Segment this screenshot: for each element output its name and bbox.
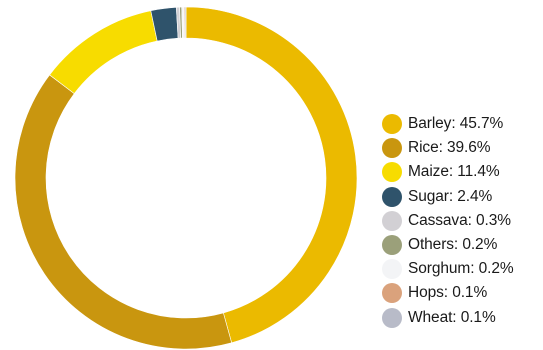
legend-item-sorghum[interactable]: Sorghum: 0.2% [382, 257, 542, 281]
donut-plot [14, 6, 358, 350]
legend-item-cassava[interactable]: Cassava: 0.3% [382, 209, 542, 233]
legend-label-others: Others: 0.2% [408, 236, 498, 254]
legend-label-sugar: Sugar: 2.4% [408, 187, 493, 205]
slice-maize[interactable] [49, 10, 158, 95]
legend-swatch-sugar [382, 186, 402, 207]
legend-label-barley: Barley: 45.7% [408, 115, 504, 133]
legend-swatch-hops [382, 283, 402, 304]
legend-swatch-sorghum [382, 259, 402, 280]
legend-item-sugar[interactable]: Sugar: 2.4% [382, 185, 542, 209]
legend-label-maize: Maize: 11.4% [408, 163, 500, 181]
legend-item-rice[interactable]: Rice: 39.6% [382, 136, 542, 160]
legend-label-rice: Rice: 39.6% [408, 139, 491, 157]
legend-swatch-others [382, 235, 402, 256]
legend-item-hops[interactable]: Hops: 0.1% [382, 281, 542, 305]
legend-label-cassava: Cassava: 0.3% [408, 211, 511, 229]
legend-swatch-barley [382, 114, 402, 135]
slice-barley[interactable] [185, 6, 358, 344]
legend-item-wheat[interactable]: Wheat: 0.1% [382, 306, 542, 330]
legend-item-others[interactable]: Others: 0.2% [382, 233, 542, 257]
legend-label-sorghum: Sorghum: 0.2% [408, 260, 514, 278]
legend-item-maize[interactable]: Maize: 11.4% [382, 160, 542, 184]
legend-item-barley[interactable]: Barley: 45.7% [382, 112, 542, 136]
legend-swatch-maize [382, 162, 402, 183]
chart-legend: Barley: 45.7% Rice: 39.6% Maize: 11.4% S… [382, 112, 542, 330]
legend-label-wheat: Wheat: 0.1% [408, 308, 496, 326]
slice-wheat[interactable] [184, 6, 187, 39]
legend-label-hops: Hops: 0.1% [408, 284, 488, 302]
legend-swatch-rice [382, 138, 402, 159]
legend-swatch-wheat [382, 307, 402, 328]
legend-swatch-cassava [382, 210, 402, 231]
slice-rice[interactable] [14, 74, 233, 350]
